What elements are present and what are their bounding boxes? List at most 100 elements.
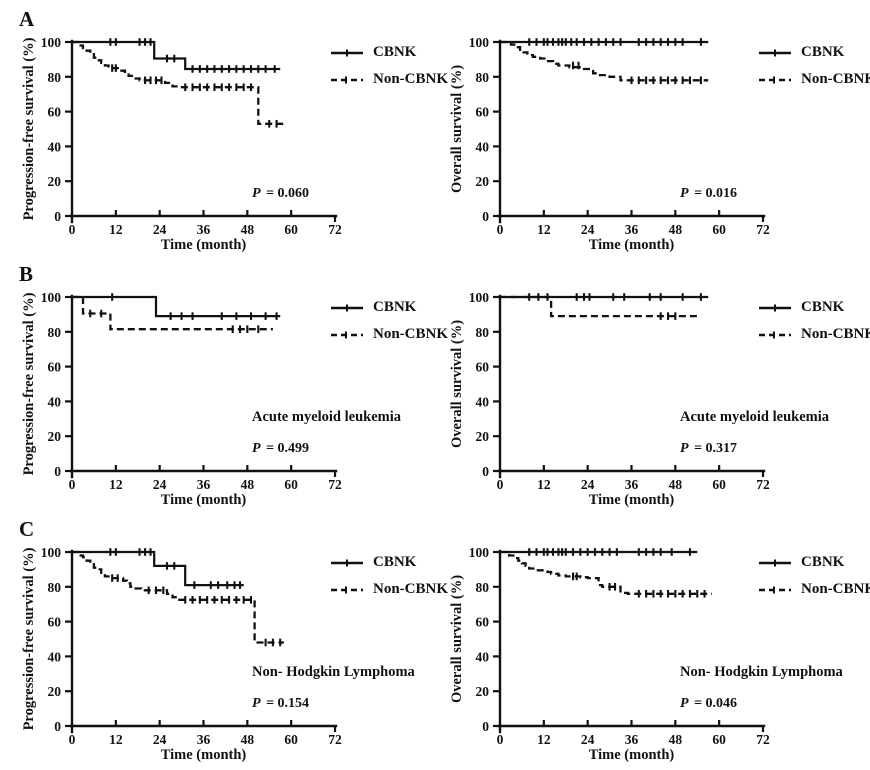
svg-text:36: 36 (625, 222, 639, 237)
svg-text:60: 60 (284, 222, 298, 237)
panel-letter-a: A (19, 7, 35, 31)
svg-text:48: 48 (669, 222, 683, 237)
non-cbnk-dashed-line-icon (331, 331, 363, 338)
svg-text:24: 24 (581, 732, 595, 747)
svg-text:48: 48 (241, 732, 255, 747)
svg-text:48: 48 (669, 477, 683, 492)
non-cbnk-dashed-line-icon (331, 586, 363, 593)
svg-text:60: 60 (476, 615, 490, 630)
svg-text:Overall survival (%): Overall survival (%) (449, 575, 465, 703)
svg-text:72: 72 (756, 222, 770, 237)
p-value: P = 0.060 (252, 186, 310, 201)
legend-item-cbnk: CBNK (330, 297, 448, 318)
svg-text:48: 48 (669, 732, 683, 747)
legend-label-cbnk: CBNK (801, 554, 845, 570)
svg-text:Progression-free survival (%): Progression-free survival (%) (21, 547, 37, 730)
p-value: P = 0.154 (252, 696, 310, 711)
svg-text:60: 60 (48, 360, 62, 375)
svg-text:12: 12 (109, 732, 123, 747)
cbnk-solid-line-icon (331, 49, 363, 56)
svg-text:20: 20 (48, 174, 62, 189)
svg-text:100: 100 (469, 35, 490, 50)
disease-annotation: Non- Hodgkin Lymphoma (252, 664, 415, 680)
svg-text:0: 0 (54, 719, 61, 734)
svg-text:60: 60 (712, 732, 726, 747)
svg-text:0: 0 (497, 732, 504, 747)
non-cbnk-dashed-line-icon (759, 586, 791, 593)
legend-item-non-cbnk: Non-CBNK (758, 579, 870, 600)
svg-text:Overall survival (%): Overall survival (%) (449, 65, 465, 193)
legend-item-cbnk: CBNK (330, 42, 448, 63)
svg-text:12: 12 (109, 222, 123, 237)
svg-text:80: 80 (48, 70, 62, 85)
svg-text:0: 0 (54, 209, 61, 224)
svg-text:36: 36 (197, 732, 211, 747)
svg-text:40: 40 (48, 394, 62, 409)
svg-text:20: 20 (476, 174, 490, 189)
svg-text:80: 80 (476, 580, 490, 595)
legend-label-non-cbnk: Non-CBNK (373, 326, 449, 342)
svg-text:100: 100 (469, 545, 490, 560)
p-value: P = 0.046 (680, 696, 738, 711)
svg-text:12: 12 (537, 222, 551, 237)
svg-text:20: 20 (48, 429, 62, 444)
legend: CBNK Non-CBNK (758, 297, 870, 351)
legend-item-non-cbnk: Non-CBNK (330, 69, 448, 90)
svg-text:Time (month): Time (month) (161, 747, 247, 763)
legend-item-cbnk: CBNK (758, 552, 870, 573)
km-plot-os-aml: 0 20 40 60 80 100 0 12 24 36 48 60 72 Time (month) Ove… (449, 290, 770, 508)
svg-text:60: 60 (284, 732, 298, 747)
svg-text:Time (month): Time (month) (589, 747, 675, 763)
svg-text:80: 80 (476, 70, 490, 85)
svg-text:24: 24 (153, 222, 167, 237)
svg-text:60: 60 (48, 105, 62, 120)
panel-letter-c: C (19, 517, 35, 541)
p-value: P = 0.317 (680, 441, 738, 456)
svg-text:Time (month): Time (month) (161, 492, 247, 508)
non-cbnk-dashed-line-icon (759, 331, 791, 338)
km-plot-pfs-aml: 0 20 40 60 80 100 0 12 24 36 48 60 72 Time (month) Pro… (21, 290, 342, 508)
svg-text:Time (month): Time (month) (161, 237, 247, 253)
non-cbnk-dashed-line-icon (331, 76, 363, 83)
svg-text:24: 24 (581, 222, 595, 237)
legend-item-cbnk: CBNK (758, 297, 870, 318)
svg-text:0: 0 (497, 222, 504, 237)
svg-text:12: 12 (537, 477, 551, 492)
legend: CBNK Non-CBNK (330, 552, 448, 606)
km-plot-pfs-all: 0 20 40 60 80 100 0 12 24 36 48 60 72 Time (month) Pro… (21, 35, 342, 253)
svg-text:40: 40 (476, 649, 490, 664)
panel-b-right: 0 20 40 60 80 100 0 12 24 36 48 60 72 Time (month) Ove… (428, 255, 870, 513)
legend-label-cbnk: CBNK (801, 299, 845, 315)
legend: CBNK Non-CBNK (330, 297, 448, 351)
svg-text:Time (month): Time (month) (589, 237, 675, 253)
panel-a-right: 0 20 40 60 80 100 0 12 24 36 48 60 72 Time (month) Ove… (428, 0, 870, 258)
svg-text:60: 60 (284, 477, 298, 492)
cbnk-solid-line-icon (331, 304, 363, 311)
legend-label-non-cbnk: Non-CBNK (801, 71, 870, 87)
p-value: P = 0.016 (680, 186, 738, 201)
svg-text:0: 0 (54, 464, 61, 479)
disease-annotation: Acute myeloid leukemia (680, 409, 830, 425)
svg-text:12: 12 (109, 477, 123, 492)
svg-text:100: 100 (41, 35, 62, 50)
svg-text:20: 20 (476, 684, 490, 699)
legend-item-cbnk: CBNK (330, 552, 448, 573)
legend-item-non-cbnk: Non-CBNK (330, 324, 448, 345)
svg-text:60: 60 (712, 222, 726, 237)
km-plot-os-nhl: 0 20 40 60 80 100 0 12 24 36 48 60 72 Time (month) Ove… (449, 545, 770, 763)
svg-text:Overall survival (%): Overall survival (%) (449, 320, 465, 448)
svg-text:40: 40 (48, 649, 62, 664)
disease-annotation: Non- Hodgkin Lymphoma (680, 664, 843, 680)
svg-text:100: 100 (469, 290, 490, 305)
svg-text:60: 60 (476, 105, 490, 120)
cbnk-solid-line-icon (759, 559, 791, 566)
svg-text:0: 0 (69, 732, 76, 747)
svg-text:80: 80 (48, 580, 62, 595)
legend-label-cbnk: CBNK (373, 299, 417, 315)
svg-text:36: 36 (197, 222, 211, 237)
disease-annotation: Acute myeloid leukemia (252, 409, 402, 425)
svg-text:72: 72 (756, 732, 770, 747)
panel-a-left: A 0 20 40 60 80 100 0 12 24 36 48 60 72 Time (month) P… (0, 0, 448, 258)
svg-text:24: 24 (153, 732, 167, 747)
